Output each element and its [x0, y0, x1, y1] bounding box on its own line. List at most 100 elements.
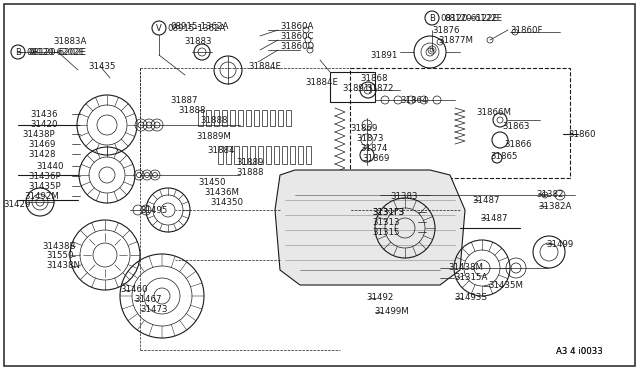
Text: 31887: 31887	[170, 96, 198, 105]
Text: 08120-6122E: 08120-6122E	[444, 13, 502, 22]
Bar	[274, 146, 279, 164]
Text: 31884: 31884	[207, 145, 234, 154]
Bar	[266, 146, 271, 164]
Text: 31873: 31873	[356, 134, 383, 142]
Text: 31860D: 31860D	[280, 42, 314, 51]
Text: 31866: 31866	[504, 140, 531, 148]
Bar	[330, 72, 375, 102]
Text: 3131Γ3: 3131Γ3	[372, 208, 404, 217]
Text: 08915-1362A: 08915-1362A	[167, 23, 225, 32]
Text: 3131Γ3: 3131Γ3	[372, 208, 404, 217]
Text: 31315A: 31315A	[454, 273, 488, 282]
Text: B: B	[15, 48, 21, 57]
Bar	[286, 110, 291, 126]
Text: 31866M: 31866M	[476, 108, 511, 116]
Text: 314350: 314350	[210, 198, 243, 206]
Text: 31860: 31860	[568, 129, 595, 138]
Bar	[230, 110, 235, 126]
Text: 31860A: 31860A	[280, 22, 314, 31]
Text: 31499M: 31499M	[374, 308, 409, 317]
Text: 31860C: 31860C	[280, 32, 314, 41]
Text: 31493S: 31493S	[454, 294, 487, 302]
Text: 31438N: 31438N	[46, 262, 80, 270]
Bar	[306, 146, 311, 164]
Text: 31868: 31868	[360, 74, 387, 83]
Text: 31428: 31428	[28, 150, 56, 158]
Text: 31889M: 31889M	[196, 131, 231, 141]
Text: 31313: 31313	[372, 218, 399, 227]
Text: 31865: 31865	[490, 151, 518, 160]
Text: 31469: 31469	[28, 140, 56, 148]
Text: 31436P: 31436P	[28, 171, 61, 180]
Bar	[270, 110, 275, 126]
Text: 31487: 31487	[480, 214, 508, 222]
Text: 31436M: 31436M	[204, 187, 239, 196]
Bar	[242, 146, 247, 164]
Bar	[218, 146, 223, 164]
Text: 31891J: 31891J	[342, 83, 372, 93]
Text: 31435: 31435	[88, 61, 115, 71]
Bar	[278, 110, 283, 126]
Text: 31315: 31315	[372, 228, 399, 237]
Text: 31872: 31872	[366, 83, 394, 93]
Text: 31883A: 31883A	[53, 36, 86, 45]
Text: 31883: 31883	[184, 36, 211, 45]
Text: 08120-6122E: 08120-6122E	[440, 13, 498, 22]
Text: 31382: 31382	[536, 189, 563, 199]
Text: 31874: 31874	[360, 144, 387, 153]
Bar	[250, 146, 255, 164]
Text: 31550: 31550	[46, 251, 74, 260]
Text: 31440: 31440	[36, 161, 63, 170]
Text: 08120-6202E: 08120-6202E	[26, 48, 84, 57]
Text: A3 4 i0033: A3 4 i0033	[556, 347, 603, 356]
Bar	[262, 110, 267, 126]
Text: 31438P: 31438P	[22, 129, 54, 138]
Text: 08120-6202E: 08120-6202E	[28, 48, 86, 57]
Text: 31499: 31499	[546, 240, 573, 248]
Text: 31473: 31473	[140, 305, 168, 314]
Bar	[206, 110, 211, 126]
Text: 31382A: 31382A	[538, 202, 572, 211]
Bar	[290, 146, 295, 164]
Text: 31863: 31863	[502, 122, 529, 131]
Text: B: B	[429, 13, 435, 22]
Bar	[246, 110, 251, 126]
Text: 31429: 31429	[3, 199, 30, 208]
Text: 31860F: 31860F	[510, 26, 543, 35]
Bar	[198, 110, 203, 126]
Bar	[282, 146, 287, 164]
Bar	[238, 110, 243, 126]
Bar	[350, 68, 570, 178]
Text: 31467: 31467	[134, 295, 161, 305]
Text: 31436: 31436	[30, 109, 58, 119]
Bar	[258, 146, 263, 164]
Text: 31438M: 31438M	[448, 263, 483, 273]
Text: 31864: 31864	[400, 96, 428, 105]
Text: 31450: 31450	[198, 177, 225, 186]
Text: 31420: 31420	[30, 119, 58, 128]
Bar	[234, 146, 239, 164]
Text: 31435M: 31435M	[488, 282, 523, 291]
Text: 31876: 31876	[432, 26, 460, 35]
Text: 31435P: 31435P	[28, 182, 61, 190]
Bar	[222, 110, 227, 126]
Text: 31492: 31492	[366, 294, 394, 302]
Text: 31869: 31869	[362, 154, 389, 163]
Text: 31889: 31889	[236, 157, 264, 167]
Text: 31884E: 31884E	[248, 61, 281, 71]
Text: 31884E: 31884E	[305, 77, 338, 87]
Text: 31888: 31888	[200, 115, 227, 125]
Text: 31495: 31495	[140, 205, 168, 215]
Bar	[214, 110, 219, 126]
Polygon shape	[275, 170, 465, 285]
Text: 31383: 31383	[390, 192, 417, 201]
Text: 08915-1362A: 08915-1362A	[170, 22, 228, 31]
Text: 31877M: 31877M	[438, 35, 473, 45]
Text: 31438B: 31438B	[42, 241, 76, 250]
Text: 31869: 31869	[350, 124, 378, 132]
Bar	[226, 146, 231, 164]
Text: 31487: 31487	[472, 196, 499, 205]
Text: 31888: 31888	[178, 106, 205, 115]
Text: V: V	[156, 23, 162, 32]
Bar	[254, 110, 259, 126]
